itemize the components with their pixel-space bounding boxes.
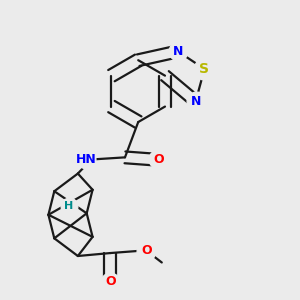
Text: N: N bbox=[173, 45, 183, 58]
Text: O: O bbox=[153, 153, 164, 166]
Text: H: H bbox=[64, 201, 74, 211]
Text: N: N bbox=[190, 95, 201, 108]
Text: O: O bbox=[105, 275, 116, 288]
Text: O: O bbox=[141, 244, 152, 257]
Text: S: S bbox=[200, 62, 209, 76]
Text: HN: HN bbox=[76, 153, 97, 166]
